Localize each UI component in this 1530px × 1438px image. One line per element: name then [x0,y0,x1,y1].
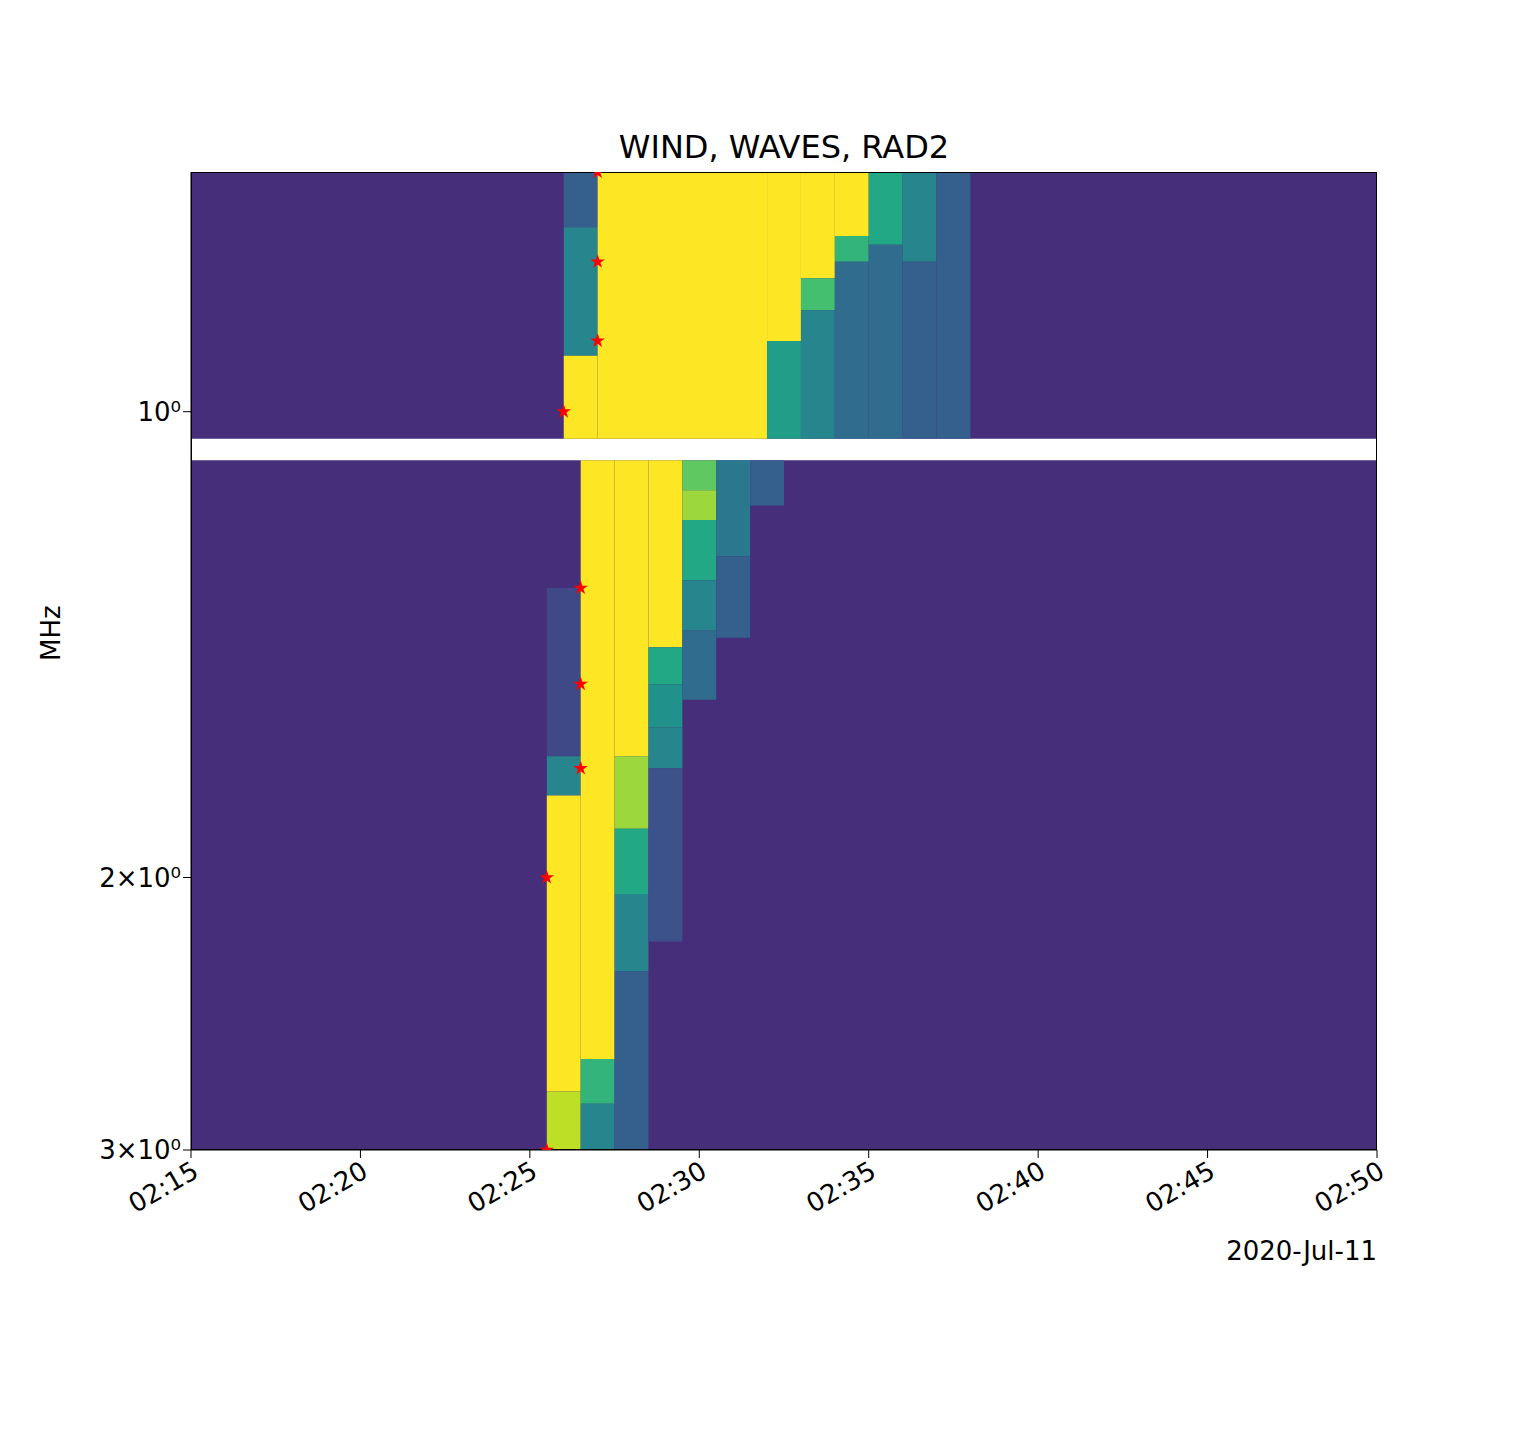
html-text:2020-Jul-11: 2020-Jul-11 [1226,1236,1377,1266]
svg-text:02:25: 02:25 [462,1155,542,1218]
svg-text:02:50: 02:50 [1309,1155,1389,1218]
svg-text:02:30: 02:30 [632,1155,712,1218]
svg-text:MHz: MHz [36,605,66,661]
html-text:WIND, WAVES, RAD2: WIND, WAVES, RAD2 [618,128,950,166]
svg-text:02:35: 02:35 [801,1155,881,1218]
svg-text:02:15: 02:15 [123,1155,204,1219]
svg-text:2×10⁰: 2×10⁰ [99,863,181,893]
svg-text:3×10⁰: 3×10⁰ [99,1135,181,1165]
svg-text:10⁰: 10⁰ [137,397,181,427]
svg-text:02:20: 02:20 [293,1155,373,1218]
svg-text:02:45: 02:45 [1140,1155,1220,1218]
svg-text:02:40: 02:40 [970,1155,1050,1218]
